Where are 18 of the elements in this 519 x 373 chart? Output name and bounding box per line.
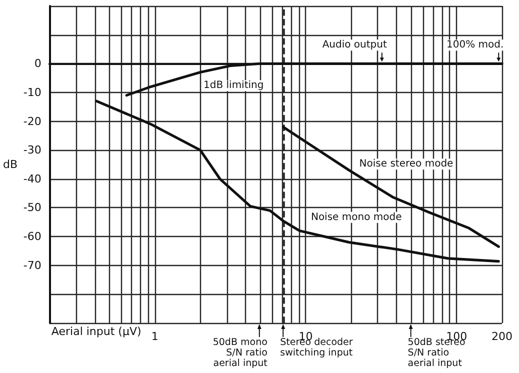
annotation: Noise stereo mode [359,158,454,170]
text: 50dB mono S/N ratio aerial input [212,336,268,369]
y-tick-label: -60 [23,230,42,244]
x-axis-title: Aerial input (µV) [51,325,142,338]
annotation: 100% mod. [446,40,504,51]
y-tick-label: -50 [23,201,42,214]
y-tick-label: 0 [34,57,42,70]
annotation: Audio output [322,40,387,51]
y-tick-label: -30 [23,144,42,157]
y-tick-label: -20 [23,114,42,128]
x-tick-label: 200 [492,330,512,343]
annotation: 1dB limiting [204,80,264,92]
annotation: Noise mono mode [310,212,402,223]
x-tick-label: 1 [151,330,158,343]
y-axis-title: dB [3,158,18,171]
y-tick-label: -70 [23,258,42,272]
y-tick-label: -40 [23,172,42,186]
y-tick-label: -10 [23,86,42,99]
